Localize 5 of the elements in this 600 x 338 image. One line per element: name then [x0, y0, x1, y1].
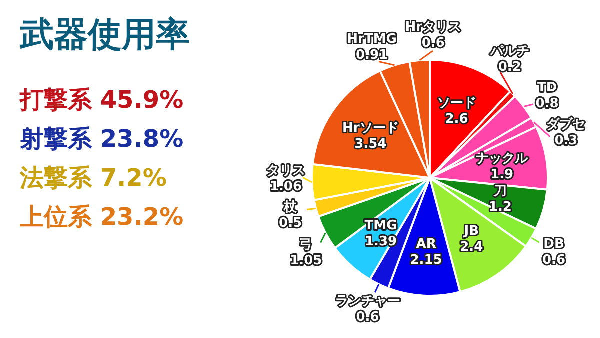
annotation: 法撃系 7.2%: [20, 164, 167, 192]
title: 武器使用率: [20, 15, 190, 55]
annotation: 打撃系 45.9%: [20, 86, 184, 114]
annotation: 上位系 23.2%: [20, 203, 184, 231]
annotation: 射撃系 23.8%: [20, 125, 184, 153]
